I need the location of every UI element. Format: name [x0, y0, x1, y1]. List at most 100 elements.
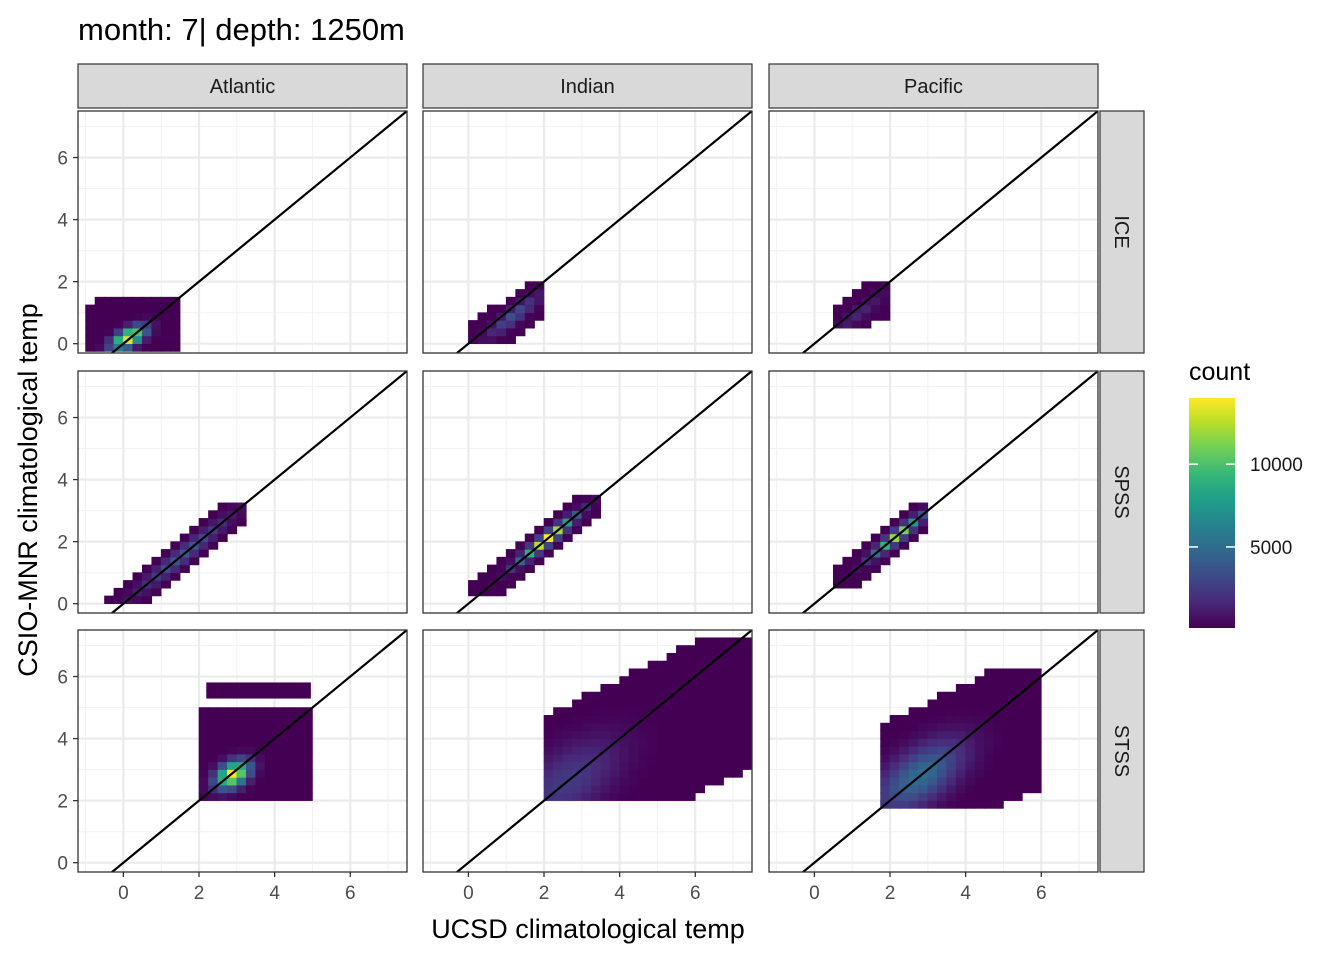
heatmap-bin [208, 738, 219, 747]
heatmap-bin [908, 792, 919, 801]
heatmap-bin [274, 769, 285, 778]
heatmap-bin [170, 541, 181, 550]
heatmap-bin [936, 761, 948, 770]
heatmap-bin [300, 682, 311, 691]
heatmap-bin [713, 707, 724, 716]
heatmap-bin [955, 699, 966, 708]
heatmap-bin [955, 715, 966, 724]
heatmap-bin [505, 572, 516, 581]
heatmap-bin [732, 645, 743, 654]
heatmap-bin [1012, 777, 1023, 786]
heatmap-bin [1031, 769, 1042, 778]
heatmap-bin [170, 304, 181, 313]
heatmap-bin [647, 730, 658, 739]
heatmap-bin [647, 746, 658, 755]
heatmap-bin [619, 676, 630, 685]
identity-line [801, 630, 1098, 872]
heatmap-bin [861, 289, 872, 298]
heatmap-bin [274, 715, 285, 724]
heatmap-bin [104, 335, 115, 344]
heatmap-bin [486, 587, 498, 597]
heatmap-bin [732, 660, 743, 670]
heatmap-bin [468, 580, 479, 589]
heatmap-bin [974, 753, 985, 763]
heatmap-bin [543, 738, 554, 747]
heatmap-bin [638, 676, 649, 685]
heatmap-bin [274, 761, 285, 770]
heatmap-bin [255, 769, 266, 778]
heatmap-bin [936, 715, 948, 724]
heatmap-bin [132, 580, 143, 589]
heatmap-bin [974, 738, 985, 747]
heatmap-bin [880, 556, 891, 566]
heatmap-bin [993, 792, 1004, 801]
heatmap-bin [908, 769, 919, 778]
heatmap-bin [496, 327, 507, 337]
x-tick-label: 4 [614, 883, 625, 904]
heatmap-bin [899, 738, 910, 747]
heatmap-bin [946, 769, 957, 778]
heatmap-bin [255, 753, 266, 763]
heatmap-bin [842, 320, 853, 329]
y-tick-label: 2 [57, 533, 68, 554]
heatmap-bin [832, 304, 844, 313]
heatmap-bin [208, 715, 219, 724]
heatmap-bin [694, 676, 706, 685]
heatmap-bin [283, 715, 294, 724]
legend-tick-label: 10000 [1250, 455, 1303, 476]
heatmap-bin [1003, 753, 1014, 763]
heatmap-bin [113, 335, 124, 344]
heatmap-bin [927, 769, 938, 778]
heatmap-bin [889, 549, 900, 558]
heatmap-bin [283, 738, 294, 747]
heatmap-bin [851, 556, 862, 566]
heatmap-bin [486, 572, 498, 581]
heatmap-bin [984, 792, 995, 801]
heatmap-bin [918, 518, 929, 527]
heatmap-bin [936, 722, 948, 732]
heatmap-bin [955, 746, 966, 755]
heatmap-bin [713, 715, 724, 724]
heatmap-bin [1031, 699, 1042, 708]
heatmap-bin [562, 707, 573, 716]
heatmap-bin [666, 738, 677, 747]
x-tick-label: 6 [690, 883, 701, 904]
heatmap-bin [217, 792, 228, 801]
heatmap-bin [468, 320, 479, 329]
panel-border [768, 110, 1099, 354]
heatmap-bin [293, 777, 304, 786]
heatmap-bin [647, 683, 658, 693]
heatmap-bin [889, 730, 900, 739]
heatmap-bin [264, 777, 275, 786]
heatmap-bin [302, 753, 313, 763]
heatmap-bin [657, 784, 668, 794]
heatmap-bin [889, 761, 900, 770]
heatmap-bin [217, 502, 228, 511]
heatmap-bin [832, 312, 844, 321]
facet-panel-atlantic-stss: 0 2 4 6 0 2 4 6 [57, 629, 408, 904]
heatmap-bin [638, 784, 649, 794]
heatmap-bin [123, 296, 134, 306]
facet-panel-atlantic-spss: 0 2 4 6 [57, 370, 408, 616]
heatmap-bin [123, 343, 134, 352]
heatmap-bin [993, 777, 1004, 786]
heatmap-bin [590, 730, 602, 739]
heatmap-bin [141, 343, 153, 352]
heatmap-bin [104, 312, 115, 321]
heatmap-bin [647, 738, 658, 747]
heatmap-bin [572, 502, 583, 511]
heatmap-bin [955, 730, 966, 739]
heatmap-bin [505, 335, 516, 344]
heatmap-bin [581, 722, 592, 732]
heatmap-bin [965, 800, 976, 809]
y-tick-label: 4 [57, 730, 68, 751]
heatmap-bin [899, 533, 910, 542]
heatmap-bin [283, 761, 294, 770]
heatmap-bins [543, 637, 752, 801]
heatmap-bins [198, 682, 313, 801]
heatmap-bin [946, 730, 957, 739]
heatmap-bin [880, 312, 891, 321]
heatmap-bin [609, 769, 620, 778]
heatmap-bin [723, 769, 734, 778]
heatmap-bin [198, 738, 209, 747]
